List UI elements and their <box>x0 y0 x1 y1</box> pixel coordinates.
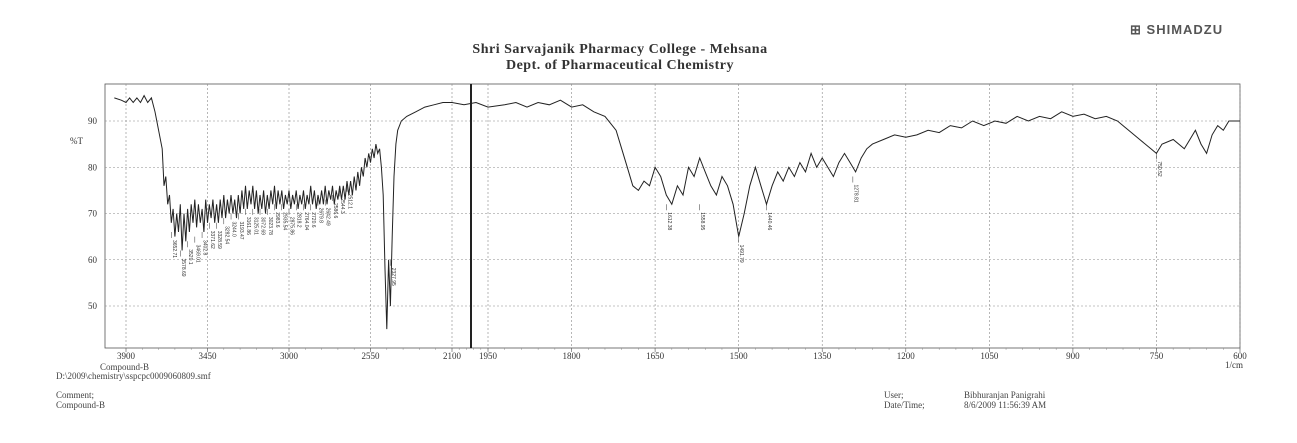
chart-title: Shri Sarvajanik Pharmacy College - Mehsa… <box>472 42 768 57</box>
x-tick-label: 1800 <box>563 351 582 361</box>
peak-label: 3520.1 <box>187 249 193 265</box>
peak-label: 3652.71 <box>171 240 177 258</box>
peak-label: 1491.79 <box>738 245 744 263</box>
peak-label: 2512.1 <box>346 194 352 210</box>
x-tick-label: 1350 <box>813 351 832 361</box>
x-tick-label: 3450 <box>199 351 218 361</box>
x-tick-label: 2100 <box>443 351 462 361</box>
y-tick-label: 80 <box>88 162 98 172</box>
datetime-value: 8/6/2009 11:56:39 AM <box>964 400 1047 410</box>
peak-label: 3371.62 <box>209 231 215 249</box>
y-tick-label: 60 <box>88 255 98 265</box>
peak-label: 3402.8 <box>202 240 208 256</box>
x-tick-label: 900 <box>1066 351 1080 361</box>
x-tick-label: 750 <box>1150 351 1164 361</box>
x-tick-label: 1950 <box>479 351 498 361</box>
x-tick-label: 600 <box>1233 351 1247 361</box>
peak-label: 2935.54 <box>281 212 287 230</box>
y-tick-label: 70 <box>88 209 98 219</box>
x-tick-label: 2550 <box>362 351 381 361</box>
peak-label: 2642.49 <box>325 208 331 226</box>
compound-label-top: Compound-B <box>100 362 150 372</box>
peak-label: 2586.6 <box>332 203 338 219</box>
peak-label: 3193.47 <box>238 222 244 240</box>
peak-label: 3469.01 <box>194 245 200 263</box>
peak-label: 1278.81 <box>852 185 858 203</box>
user-value: Bibhuranjan Panigrahi <box>964 390 1046 400</box>
y-tick-label: 50 <box>88 301 98 311</box>
peak-label: 1440.46 <box>766 212 772 230</box>
peak-label: 2818.2 <box>296 212 302 228</box>
datetime-label: Date/Time; <box>884 400 925 410</box>
peak-label: 1612.38 <box>666 212 672 230</box>
comment-value: Compound-B <box>56 400 106 410</box>
peak-label: 2679.8 <box>317 208 323 224</box>
comment-label: Comment; <box>56 390 94 400</box>
peak-label: 3328.59 <box>216 231 222 249</box>
x-tick-label: 1200 <box>897 351 916 361</box>
spectrum-line <box>114 94 1240 330</box>
file-path: D:\2009\chemistry\sspcpc0009060809.smf <box>56 371 211 381</box>
x-tick-label: 1500 <box>730 351 749 361</box>
brand-logo-icon: ⊞ <box>1130 22 1142 37</box>
peak-label: 2983.6 <box>274 212 280 228</box>
x-axis-label: 1/cm <box>1225 360 1243 370</box>
peak-label: 2720.6 <box>310 212 316 228</box>
peak-label: 3161.86 <box>245 217 251 235</box>
x-tick-label: 1650 <box>646 351 665 361</box>
y-tick-label: 90 <box>88 116 98 126</box>
user-label: User; <box>884 390 904 400</box>
peak-label: 3282.54 <box>223 226 229 244</box>
peak-label: 3578.69 <box>180 259 186 277</box>
y-axis-label: %T <box>70 136 83 146</box>
peak-label: 2764.04 <box>303 212 309 230</box>
x-tick-label: 3900 <box>117 351 136 361</box>
brand-logo: ⊞ SHIMADZU <box>1130 22 1223 38</box>
peak-label: 3125.01 <box>252 217 258 235</box>
chart-subtitle: Dept. of Pharmaceutical Chemistry <box>505 58 734 73</box>
peak-label: 3244.0 <box>231 222 237 238</box>
peak-label: 2327.95 <box>390 268 396 286</box>
peak-label: 3023.78 <box>267 217 273 235</box>
peak-label: 750.52 <box>1156 161 1162 177</box>
peak-label: 2875.86 <box>289 217 295 235</box>
peak-label: 2544.3 <box>339 198 345 214</box>
peak-label: 3072.69 <box>260 217 266 235</box>
peak-label: 1558.95 <box>699 212 705 230</box>
brand-name: SHIMADZU <box>1146 22 1224 37</box>
x-tick-label: 1050 <box>980 351 999 361</box>
x-tick-label: 3000 <box>280 351 299 361</box>
